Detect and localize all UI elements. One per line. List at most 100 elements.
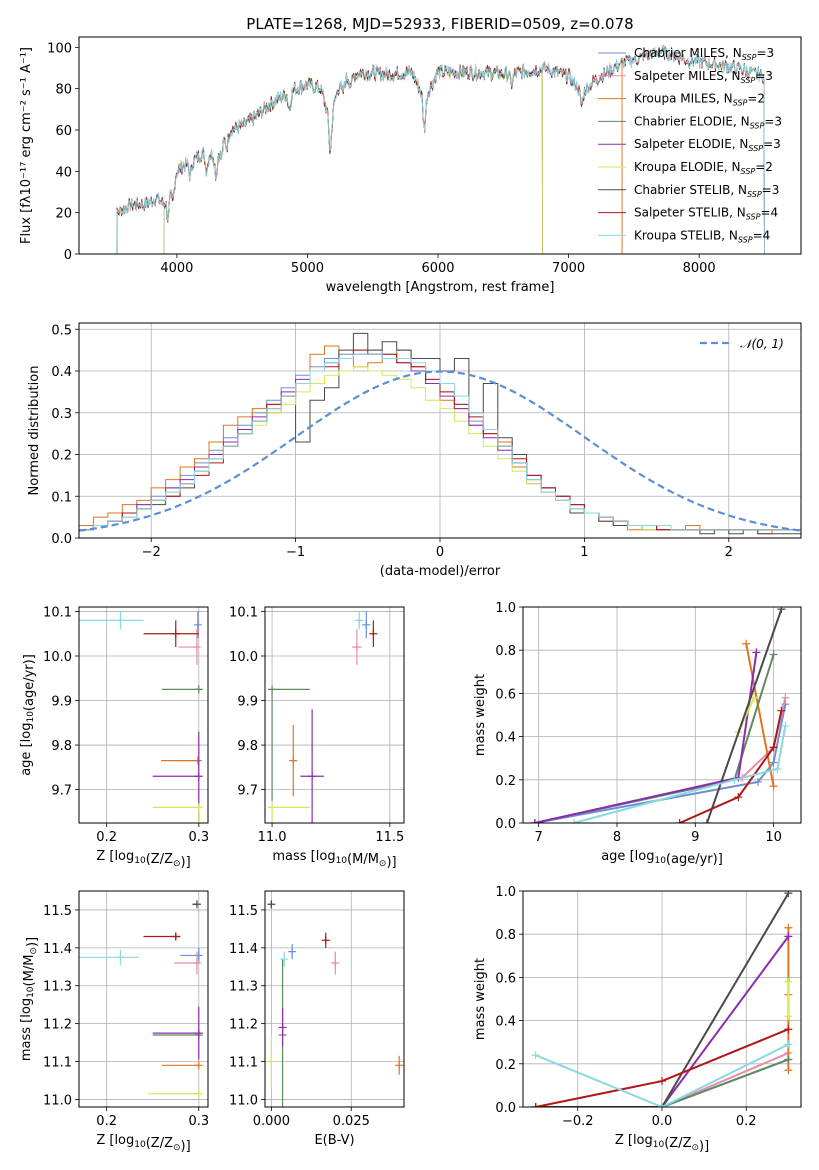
point-marker bbox=[288, 947, 297, 956]
point-marker bbox=[193, 756, 202, 765]
series-chabrier_miles bbox=[530, 700, 790, 823]
point-kroupa_miles bbox=[395, 1055, 404, 1075]
x-tick-label: 2 bbox=[725, 545, 733, 560]
x-tick-label: 0.3 bbox=[188, 830, 209, 845]
point-salpeter_stelib bbox=[369, 620, 378, 648]
y-tick-label: 9.9 bbox=[237, 695, 258, 710]
series-marker bbox=[777, 706, 786, 715]
y-tick-label: 0.0 bbox=[495, 1101, 516, 1116]
y-tick-label: 10.0 bbox=[229, 650, 258, 665]
y-tick-label: 100 bbox=[47, 41, 72, 56]
x-tick-label: 8 bbox=[613, 830, 621, 845]
y-tick-label: 10.1 bbox=[229, 605, 258, 620]
series-marker bbox=[784, 1025, 793, 1034]
point-salpeter_miles bbox=[173, 951, 201, 975]
y-axis-label: age [log10(age/yr)] bbox=[19, 654, 37, 776]
point-marker bbox=[192, 959, 201, 967]
series-marker bbox=[531, 1051, 540, 1060]
spectrum-line-kroupa_miles bbox=[116, 57, 623, 254]
chart-age_vs_mass: 11.0 11.5 9.7 9.8 9.9 10.0 10.1 mass [log10(M/M… bbox=[229, 605, 405, 870]
point-salpeter_elodie bbox=[152, 1006, 203, 1060]
point-kroupa_miles bbox=[161, 756, 202, 765]
x-tick-label: 5000 bbox=[291, 261, 324, 276]
point-chabrier_stelib bbox=[193, 571, 201, 580]
point-marker bbox=[352, 643, 361, 652]
y-tick-label: 60 bbox=[55, 124, 72, 139]
series-salpeter_elodie bbox=[530, 648, 761, 823]
point-kroupa_elodie bbox=[152, 803, 203, 823]
x-tick-label: 0.000 bbox=[253, 1114, 290, 1129]
series-marker bbox=[703, 819, 712, 823]
y-tick-label: 11.2 bbox=[229, 1018, 258, 1033]
point-kroupa_stelib bbox=[280, 951, 289, 967]
x-tick-label: 0.2 bbox=[96, 1114, 117, 1129]
x-axis-label: age [log10(age/yr)] bbox=[601, 849, 723, 867]
y-tick-label: 0.2 bbox=[495, 774, 516, 789]
axes-frame bbox=[78, 36, 802, 255]
series-line bbox=[535, 1058, 789, 1107]
chart-mass_vs_Z: 0.2 0.3 11.0 11.1 11.2 11.3 11.4 11.5 Z [log10(Z… bbox=[19, 890, 209, 1154]
legend-entry: Salpeter MILES, NSSP=3 bbox=[634, 69, 773, 85]
x-tick-label: 11.0 bbox=[258, 830, 287, 845]
normal-curve bbox=[79, 370, 801, 532]
x-tick-label: 0 bbox=[436, 545, 444, 560]
point-kroupa_stelib bbox=[79, 611, 144, 630]
x-axis-label: Z [log10(Z/Z⊙)] bbox=[615, 1133, 709, 1154]
x-tick-label: 0.025 bbox=[333, 1114, 370, 1129]
series-marker bbox=[675, 819, 684, 823]
point-marker bbox=[192, 643, 201, 652]
point-chabrier_miles bbox=[288, 944, 297, 960]
point-marker bbox=[194, 803, 203, 812]
series-marker bbox=[753, 777, 762, 786]
point-marker bbox=[171, 932, 180, 941]
series-line bbox=[661, 935, 790, 1107]
series-line bbox=[534, 652, 758, 823]
chart-title: PLATE=1268, MJD=52933, FIBERID=0509, z=0… bbox=[246, 15, 633, 33]
y-tick-label: 11.3 bbox=[229, 980, 258, 995]
series-marker bbox=[742, 639, 751, 648]
y-tick-label: 9.8 bbox=[237, 739, 258, 754]
point-marker bbox=[331, 959, 340, 967]
series-marker bbox=[734, 793, 743, 802]
chart-residuals: −2 −1 0 1 2 0.0 0.1 0.2 0.3 0.4 0.5 (data-model)/er… bbox=[27, 322, 802, 579]
axes-frame bbox=[264, 890, 405, 1108]
series-marker bbox=[784, 923, 793, 932]
y-tick-label: 11.4 bbox=[43, 942, 72, 957]
series-salpeter_miles bbox=[530, 693, 790, 823]
x-axis-label: (data-model)/error bbox=[380, 564, 501, 579]
point-marker bbox=[192, 900, 201, 909]
point-marker bbox=[193, 620, 202, 629]
point-marker bbox=[268, 803, 277, 812]
point-salpeter_stelib bbox=[143, 932, 181, 941]
x-tick-label: 8000 bbox=[683, 261, 716, 276]
point-marker bbox=[194, 1089, 203, 1098]
y-tick-label: 0.6 bbox=[495, 687, 516, 702]
point-chabrier_stelib bbox=[267, 900, 276, 909]
axes-frame bbox=[78, 322, 802, 539]
series-line bbox=[706, 608, 783, 823]
legend-entry: Salpeter ELODIE, NSSP=3 bbox=[634, 137, 781, 153]
x-tick-label: 7000 bbox=[552, 261, 585, 276]
series-marker bbox=[784, 891, 793, 898]
legend-entry: Kroupa ELODIE, NSSP=2 bbox=[634, 160, 773, 176]
y-tick-label: 10.1 bbox=[43, 605, 72, 620]
chart-mass_weight_vs_Z: −0.2 0.0 0.2 0.0 0.2 0.4 0.6 0.8 1.0 Z [log10(Z/Z… bbox=[473, 885, 802, 1154]
point-marker bbox=[369, 629, 378, 638]
x-axis-label: Z [log10(Z/Z⊙)] bbox=[96, 849, 190, 870]
series-chabrier_stelib bbox=[703, 607, 786, 823]
series-marker bbox=[569, 819, 578, 823]
x-axis-label: wavelength [Angstrom, rest frame] bbox=[326, 280, 555, 295]
y-tick-label: 0 bbox=[64, 248, 72, 263]
series-marker bbox=[777, 607, 786, 614]
point-marker bbox=[171, 629, 180, 638]
y-tick-label: 11.3 bbox=[43, 980, 72, 995]
series-marker bbox=[784, 932, 793, 941]
series-line bbox=[573, 725, 787, 823]
chart-mass_vs_ebv: 0.000 0.025 11.0 11.1 11.2 11.3 11.4 11.5 E(B-V) bbox=[229, 890, 405, 1148]
point-marker bbox=[116, 953, 125, 962]
point-marker bbox=[194, 951, 203, 960]
series-kroupa_stelib bbox=[531, 1040, 793, 1107]
series-marker bbox=[784, 1055, 793, 1064]
y-tick-label: 11.0 bbox=[229, 1093, 258, 1108]
series-marker bbox=[773, 765, 782, 773]
